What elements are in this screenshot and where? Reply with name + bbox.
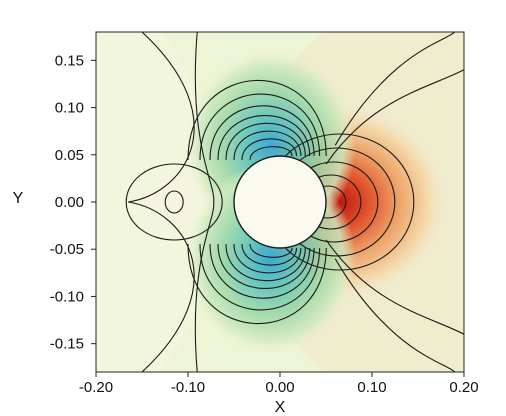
y-tick-label: -0.15: [50, 336, 84, 353]
lower-negative-contour-line: [199, 243, 321, 311]
left-separatrix-contour-line: [194, 32, 215, 372]
contour-lines: [125, 32, 464, 372]
upper-negative-contour-line: [199, 93, 321, 161]
upper-negative-contour-line: [209, 105, 315, 161]
upper-negative-contour-line: [241, 138, 298, 161]
x-tick-label: -0.20: [79, 379, 113, 396]
y-axis-label: Y: [13, 190, 24, 207]
upper-negative-contour-line: [187, 80, 327, 161]
y-tick-label: -0.05: [50, 241, 84, 258]
lower-right-outer-contour-line: [334, 258, 456, 372]
left-outer-contour-line: [128, 32, 195, 372]
y-tick-label: 0.15: [55, 52, 84, 69]
y-tick-label: 0.10: [55, 100, 84, 117]
left-peak-contour-line: [164, 190, 184, 214]
lower-negative-contour-line: [187, 243, 327, 324]
lower-negative-contour-line: [225, 243, 306, 282]
upper-negative-contour-line: [233, 130, 302, 161]
lower-negative-contour-line: [233, 243, 302, 274]
cylinder: [233, 155, 327, 249]
left-local-contour-line: [125, 163, 223, 241]
x-tick-label: 0.20: [449, 379, 478, 396]
upper-right-outer-contour-line: [334, 32, 456, 146]
lower-negative-contour-line: [241, 243, 298, 266]
lower-negative-contour-line: [217, 243, 311, 289]
upper-negative-contour-line: [225, 122, 306, 161]
lower-negative-contour-line: [249, 243, 293, 258]
y-tick-label: -0.10: [50, 288, 84, 305]
x-tick-label: 0.10: [357, 379, 386, 396]
upper-right-contour-line: [325, 69, 464, 165]
lower-negative-contour-line: [209, 243, 315, 299]
x-tick-label: 0.00: [265, 379, 294, 396]
y-tick-label: 0.05: [55, 147, 84, 164]
x-axis-label: X: [275, 399, 286, 416]
y-tick-label: 0.00: [55, 194, 84, 211]
lower-right-contour-line: [325, 239, 464, 335]
upper-negative-contour-line: [249, 146, 293, 161]
axis-ticks: -0.20 -0.10 0.00 0.10 0.20 0.15 0.10 0.05 0.00 -0…: [50, 52, 479, 396]
x-tick-label: -0.10: [171, 379, 205, 396]
upper-negative-contour-line: [217, 115, 311, 161]
